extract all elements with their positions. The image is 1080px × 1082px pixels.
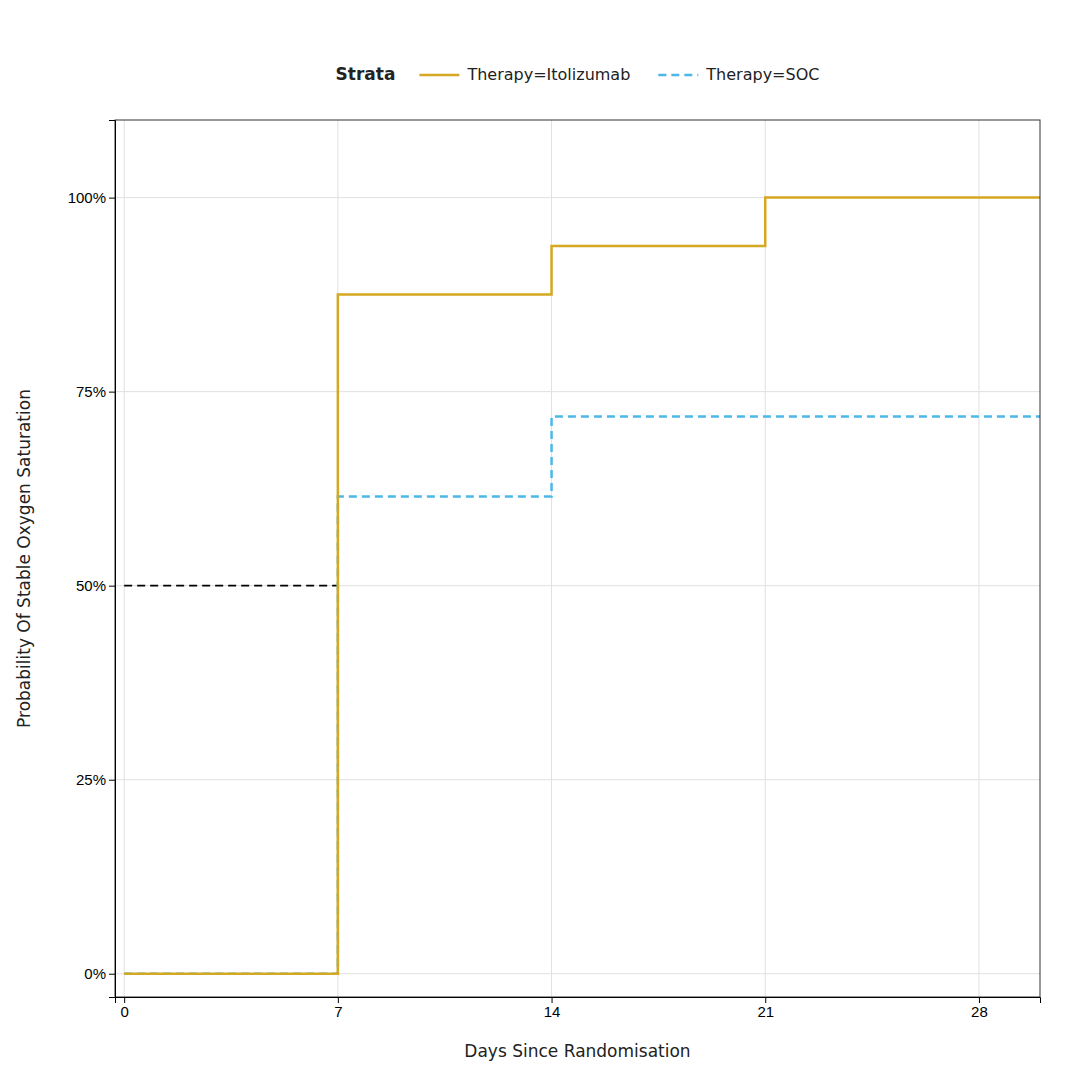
y-tick-mark: [109, 586, 115, 587]
y-axis-line: [109, 121, 116, 998]
x-tick: 21: [757, 997, 774, 1020]
grid-line-x: [978, 120, 979, 997]
x-axis-line: [116, 998, 1041, 1004]
x-tick: 0: [120, 997, 128, 1020]
y-tick-label: 75%: [76, 383, 106, 400]
y-tick: 75%: [76, 383, 115, 400]
chart: 0 7 14 21 28 0% 25% 50% 75% 100% Days Since Random…: [0, 0, 1080, 1082]
x-tick-label: 28: [971, 1003, 988, 1020]
y-tick-mark: [109, 198, 115, 199]
x-tick: 28: [971, 997, 988, 1020]
legend-label: Therapy=Itolizumab: [466, 65, 630, 84]
x-tick-label: 0: [120, 1003, 128, 1020]
legend-swatch: [658, 74, 698, 77]
x-tick-label: 7: [334, 1003, 342, 1020]
grid-line-y: [115, 585, 1040, 586]
plot: 0 7 14 21 28 0% 25% 50% 75% 100%: [68, 120, 1041, 1020]
y-tick-mark: [109, 974, 115, 975]
grid-line-x: [124, 120, 125, 997]
legend-item: Therapy=Itolizumab: [419, 65, 630, 84]
grid-line-x: [765, 120, 766, 997]
plot-frame: [115, 120, 1040, 997]
grid-line-y: [115, 779, 1040, 780]
x-tick-label: 14: [544, 1003, 561, 1020]
y-tick-mark: [109, 780, 115, 781]
x-axis-title: Days Since Randomisation: [464, 1041, 690, 1061]
y-axis-title: Probability Of Stable Oxygen Saturation: [14, 389, 34, 728]
reference-line: [124, 585, 338, 587]
x-axis: 0 7 14 21 28: [116, 997, 1041, 1020]
y-tick-mark: [109, 392, 115, 393]
y-axis: 0% 25% 50% 75% 100%: [68, 121, 116, 998]
y-tick: 25%: [76, 771, 115, 788]
legend-title: Strata: [336, 64, 396, 84]
y-tick: 0%: [84, 965, 115, 982]
grid-line-y: [115, 391, 1040, 392]
legend-item: Therapy=SOC: [658, 65, 819, 84]
y-tick-label: 100%: [68, 189, 106, 206]
series-line: [124, 416, 1040, 973]
series-line: [124, 198, 1040, 974]
y-tick-label: 25%: [76, 771, 106, 788]
grid: [115, 120, 1040, 997]
legend-swatch: [419, 74, 459, 77]
legend: Strata Therapy=Itolizumab Therapy=SOC: [336, 64, 820, 84]
x-tick: 7: [334, 997, 342, 1020]
y-tick-label: 0%: [84, 965, 106, 982]
lines: [124, 198, 1040, 974]
x-tick-label: 21: [757, 1003, 774, 1020]
y-tick: 100%: [68, 189, 115, 206]
y-tick: 50%: [76, 577, 115, 594]
x-tick: 14: [544, 997, 561, 1020]
legend-label: Therapy=SOC: [705, 65, 819, 84]
y-tick-label: 50%: [76, 577, 106, 594]
